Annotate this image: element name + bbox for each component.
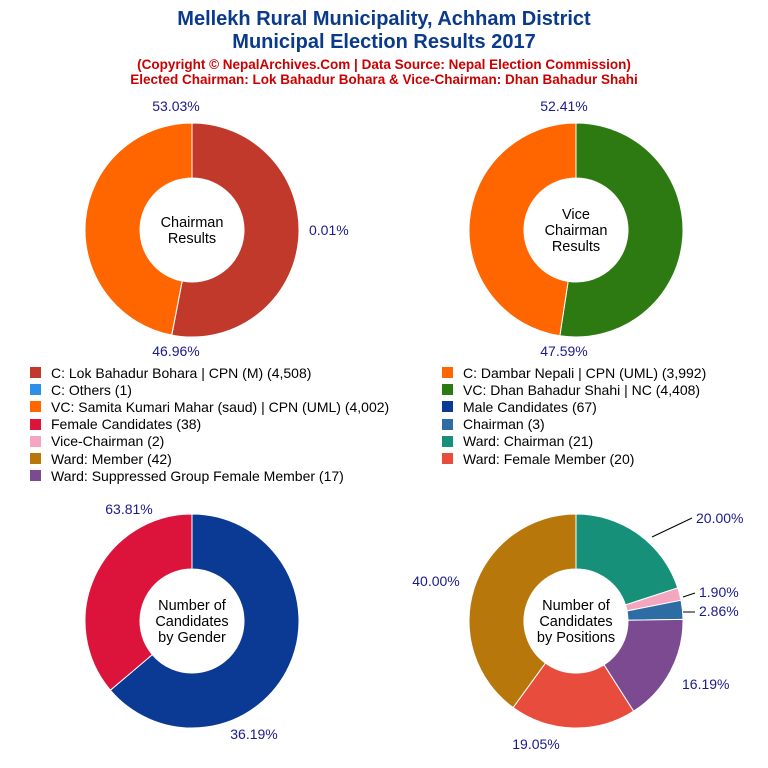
legend-label: Female Candidates (38) xyxy=(51,416,202,433)
legend-item: Chairman (3) xyxy=(442,416,545,433)
chart-title-line-2: Municipal Election Results 2017 xyxy=(232,31,536,53)
center-label: Candidates xyxy=(155,614,228,630)
slice-ward-chairman xyxy=(575,513,679,606)
legend-label: Male Candidates (67) xyxy=(463,398,597,415)
legend-label: Chairman (3) xyxy=(463,416,545,433)
slice-ward-member xyxy=(468,513,577,709)
data-label: 53.03% xyxy=(152,98,199,114)
legend-item: Vice-Chairman (2) xyxy=(30,433,164,450)
center-label: Results xyxy=(552,239,600,255)
legend-label: C: Lok Bahadur Bohara | CPN (M) (4,508) xyxy=(51,364,312,381)
leader-line xyxy=(682,592,696,598)
center-label: Chairman xyxy=(161,215,224,231)
leader-line xyxy=(651,517,693,538)
data-label: 19.05% xyxy=(512,736,559,752)
legend-swatch xyxy=(442,384,453,396)
legend-swatch xyxy=(30,470,41,482)
candidates-by-positions-donut: 20.00% 1.90% 2.86% 16.19% 19.05% 40.00% Number… xyxy=(412,510,743,752)
copyright-line: (Copyright © NepalArchives.Com | Data So… xyxy=(137,57,631,72)
data-label: 20.00% xyxy=(696,510,743,526)
data-label: 16.19% xyxy=(682,676,729,692)
slice-c-dambar-nepali-cpn-uml xyxy=(84,122,193,336)
center-label: by Positions xyxy=(537,630,615,646)
legend-item: Ward: Suppressed Group Female Member (17… xyxy=(30,467,344,484)
legend-item: Male Candidates (67) xyxy=(442,398,597,415)
legend-swatch xyxy=(442,435,453,447)
legend-swatch xyxy=(30,435,41,447)
legend-item: Ward: Female Member (20) xyxy=(442,450,634,467)
legend-item: VC: Samita Kumari Mahar (saud) | CPN (UM… xyxy=(30,398,389,415)
legend-swatch xyxy=(30,384,41,396)
legend-swatch xyxy=(30,367,41,378)
legend-label: Ward: Suppressed Group Female Member (17… xyxy=(51,467,344,484)
data-label: 2.86% xyxy=(699,603,739,619)
legend-item: C: Lok Bahadur Bohara | CPN (M) (4,508) xyxy=(30,364,311,381)
legend-label: VC: Samita Kumari Mahar (saud) | CPN (UM… xyxy=(51,398,390,415)
data-label: 46.96% xyxy=(152,343,199,359)
center-label: Results xyxy=(168,231,216,247)
data-label: 47.59% xyxy=(540,343,587,359)
elected-line: Elected Chairman: Lok Bahadur Bohara & V… xyxy=(130,72,638,87)
legend-swatch xyxy=(442,418,453,430)
legend-item: C: Others (1) xyxy=(30,381,132,398)
legend-label: C: Others (1) xyxy=(51,381,132,398)
center-label: Number of xyxy=(158,598,227,614)
legend-label: Ward: Female Member (20) xyxy=(463,450,635,467)
legend-item: C: Dambar Nepali | CPN (UML) (3,992) xyxy=(442,364,706,381)
legend-swatch xyxy=(30,418,41,430)
data-label: 40.00% xyxy=(412,573,459,589)
slice-c-lok-bahadur-bohara-cpn-m xyxy=(171,122,300,338)
slice-vc-samita-kumari-mahar-saud-cpn-uml xyxy=(468,122,577,337)
data-label: 52.41% xyxy=(540,98,587,114)
data-label: 1.90% xyxy=(699,584,739,600)
data-label: 36.19% xyxy=(230,726,277,742)
center-label: by Gender xyxy=(158,630,226,646)
slice-vc-dhan-bahadur-shahi-nc xyxy=(559,122,684,338)
legend-item: VC: Dhan Bahadur Shahi | NC (4,408) xyxy=(442,381,700,398)
legend-swatch xyxy=(30,401,41,413)
data-label: 63.81% xyxy=(105,501,152,517)
legend-label: Vice-Chairman (2) xyxy=(51,433,165,450)
legend-item: Ward: Member (42) xyxy=(30,450,172,467)
legend-swatch xyxy=(442,401,453,413)
slice-male-candidates xyxy=(109,513,300,729)
legend-swatch xyxy=(442,367,453,378)
legend-swatch xyxy=(442,453,453,464)
slice-female-candidates xyxy=(84,513,193,691)
legend-label: Ward: Member (42) xyxy=(51,450,172,467)
center-label: Chairman xyxy=(545,223,608,239)
legend-item: Female Candidates (38) xyxy=(30,416,201,433)
data-label: 0.01% xyxy=(309,222,349,238)
center-label: Vice xyxy=(562,207,590,223)
legend-label: VC: Dhan Bahadur Shahi | NC (4,408) xyxy=(463,381,701,398)
legend-label: C: Dambar Nepali | CPN (UML) (3,992) xyxy=(463,364,707,381)
legend-item: Ward: Chairman (21) xyxy=(442,433,593,450)
legend-swatch xyxy=(30,453,41,464)
chart-title-line-1: Mellekh Rural Municipality, Achham Distr… xyxy=(177,8,591,30)
legend-label: Ward: Chairman (21) xyxy=(463,433,594,450)
center-label: Candidates xyxy=(539,614,612,630)
center-label: Number of xyxy=(542,598,611,614)
